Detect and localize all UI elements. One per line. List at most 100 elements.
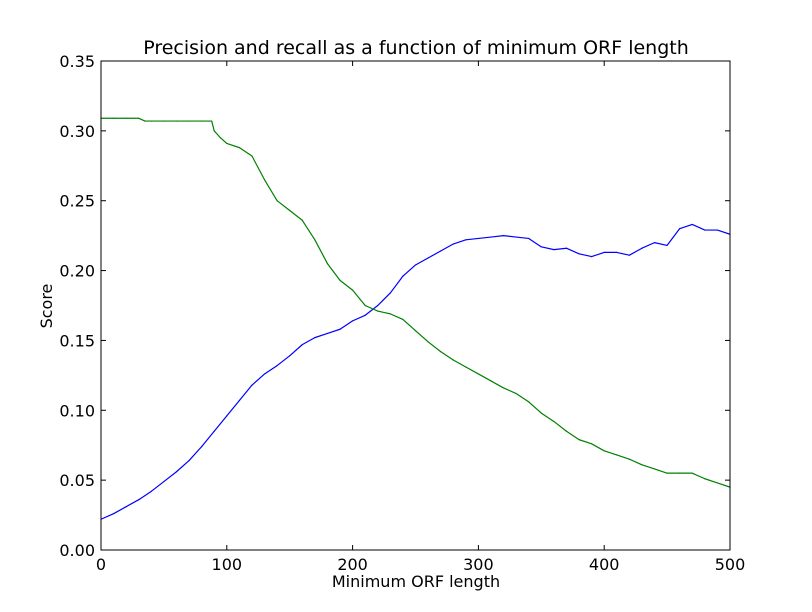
y-axis-title: Score [37, 284, 56, 329]
y-tick-label: 0.30 [59, 122, 95, 141]
series-1-point [679, 472, 681, 474]
series-0-point [414, 264, 417, 266]
series-1-point [175, 120, 178, 122]
series-1-point [213, 130, 215, 132]
series-1-point [112, 117, 115, 119]
series-1-point [578, 439, 580, 441]
series-1-point [465, 366, 467, 368]
series-1-point [226, 142, 228, 145]
series-1-point [339, 279, 341, 281]
series-0-point [301, 344, 303, 346]
series-1-point [628, 458, 630, 460]
series-1-point [565, 430, 568, 432]
series-1-point [540, 412, 542, 414]
series-0-point [326, 332, 329, 335]
y-axis-ticks: 0.00 0.05 0.10 0.15 0.20 0.25 0.30 0.35 [59, 52, 730, 560]
x-axis-ticks: 0 100 200 300 400 500 [96, 61, 745, 574]
series-1-point [144, 120, 146, 122]
series-1-point [163, 120, 165, 122]
series-layer [100, 117, 731, 520]
series-1-point [666, 472, 668, 474]
series-0-point [490, 236, 492, 238]
x-tick-label: 500 [715, 555, 746, 574]
series-0-point [465, 239, 467, 241]
series-0-point [565, 247, 568, 249]
series-0-point [339, 328, 341, 330]
series-0-point [578, 253, 580, 255]
series-0-point [201, 446, 203, 448]
series-0-point [402, 275, 404, 277]
series-1-point [138, 117, 140, 119]
y-tick-label: 0.15 [59, 331, 95, 350]
series-0-point [163, 480, 165, 483]
series-0-point [591, 256, 593, 258]
series-1-point [616, 454, 618, 456]
series-1-point [502, 387, 505, 389]
series-0-point [364, 314, 366, 316]
series-0-point [603, 251, 605, 254]
x-tick-label: 0 [96, 555, 106, 574]
series-0-point [540, 246, 542, 248]
series-1-point [490, 380, 492, 382]
series-0-point [452, 243, 454, 245]
series-0-point [628, 254, 630, 256]
series-1-point [352, 289, 354, 291]
series-1-point [653, 468, 656, 470]
series-1-group [100, 117, 731, 488]
series-1-point [591, 443, 593, 445]
series-1-point [440, 351, 442, 353]
series-1-point [716, 482, 719, 484]
series-1-point [301, 219, 303, 221]
series-0-point [502, 235, 505, 237]
series-1-point [603, 450, 605, 452]
series-1-point [125, 117, 127, 119]
series-1-point [477, 373, 479, 375]
series-1-point [263, 179, 266, 181]
series-0-point [653, 242, 656, 244]
series-0-point [666, 244, 668, 247]
series-0-point [440, 250, 442, 252]
series-1-line [101, 117, 731, 488]
series-1-point [389, 313, 391, 315]
x-tick-label: 400 [589, 555, 620, 574]
series-0-line [100, 223, 731, 520]
y-tick-label: 0.10 [59, 401, 95, 420]
series-1-point [326, 262, 329, 265]
series-0-point [477, 237, 479, 240]
series-0-point [427, 257, 429, 259]
series-1-point [150, 120, 152, 122]
series-1-point [314, 239, 316, 241]
series-0-point [263, 373, 266, 375]
series-1-point [289, 209, 291, 212]
series-0-point [238, 399, 240, 402]
y-tick-label: 0.05 [59, 471, 95, 490]
series-1-point [211, 120, 213, 122]
series-1-point [377, 310, 379, 312]
series-0-point [251, 384, 253, 386]
series-0-point [188, 459, 190, 462]
series-0-point [226, 415, 228, 417]
series-0-point [691, 223, 693, 226]
series-0-point [389, 292, 391, 294]
x-tick-label: 100 [212, 555, 243, 574]
series-1-point [188, 120, 190, 122]
series-0-point [704, 229, 706, 231]
series-0-point [213, 430, 215, 432]
series-0-point [616, 251, 618, 254]
x-tick-label: 300 [463, 555, 494, 574]
series-0-point [377, 304, 379, 307]
series-0-point [352, 320, 354, 322]
series-1-point [219, 137, 222, 139]
series-0-point [289, 355, 291, 357]
y-tick-label: 0.20 [59, 262, 95, 281]
series-1-point [691, 472, 693, 474]
series-0-point [276, 364, 278, 367]
series-0-point [528, 237, 530, 240]
series-0-point [553, 249, 555, 251]
series-0-point [150, 490, 152, 492]
series-0-point [641, 247, 643, 249]
series-1-point [641, 464, 643, 466]
y-tick-label: 0.00 [59, 541, 95, 560]
series-1-point [515, 392, 517, 395]
